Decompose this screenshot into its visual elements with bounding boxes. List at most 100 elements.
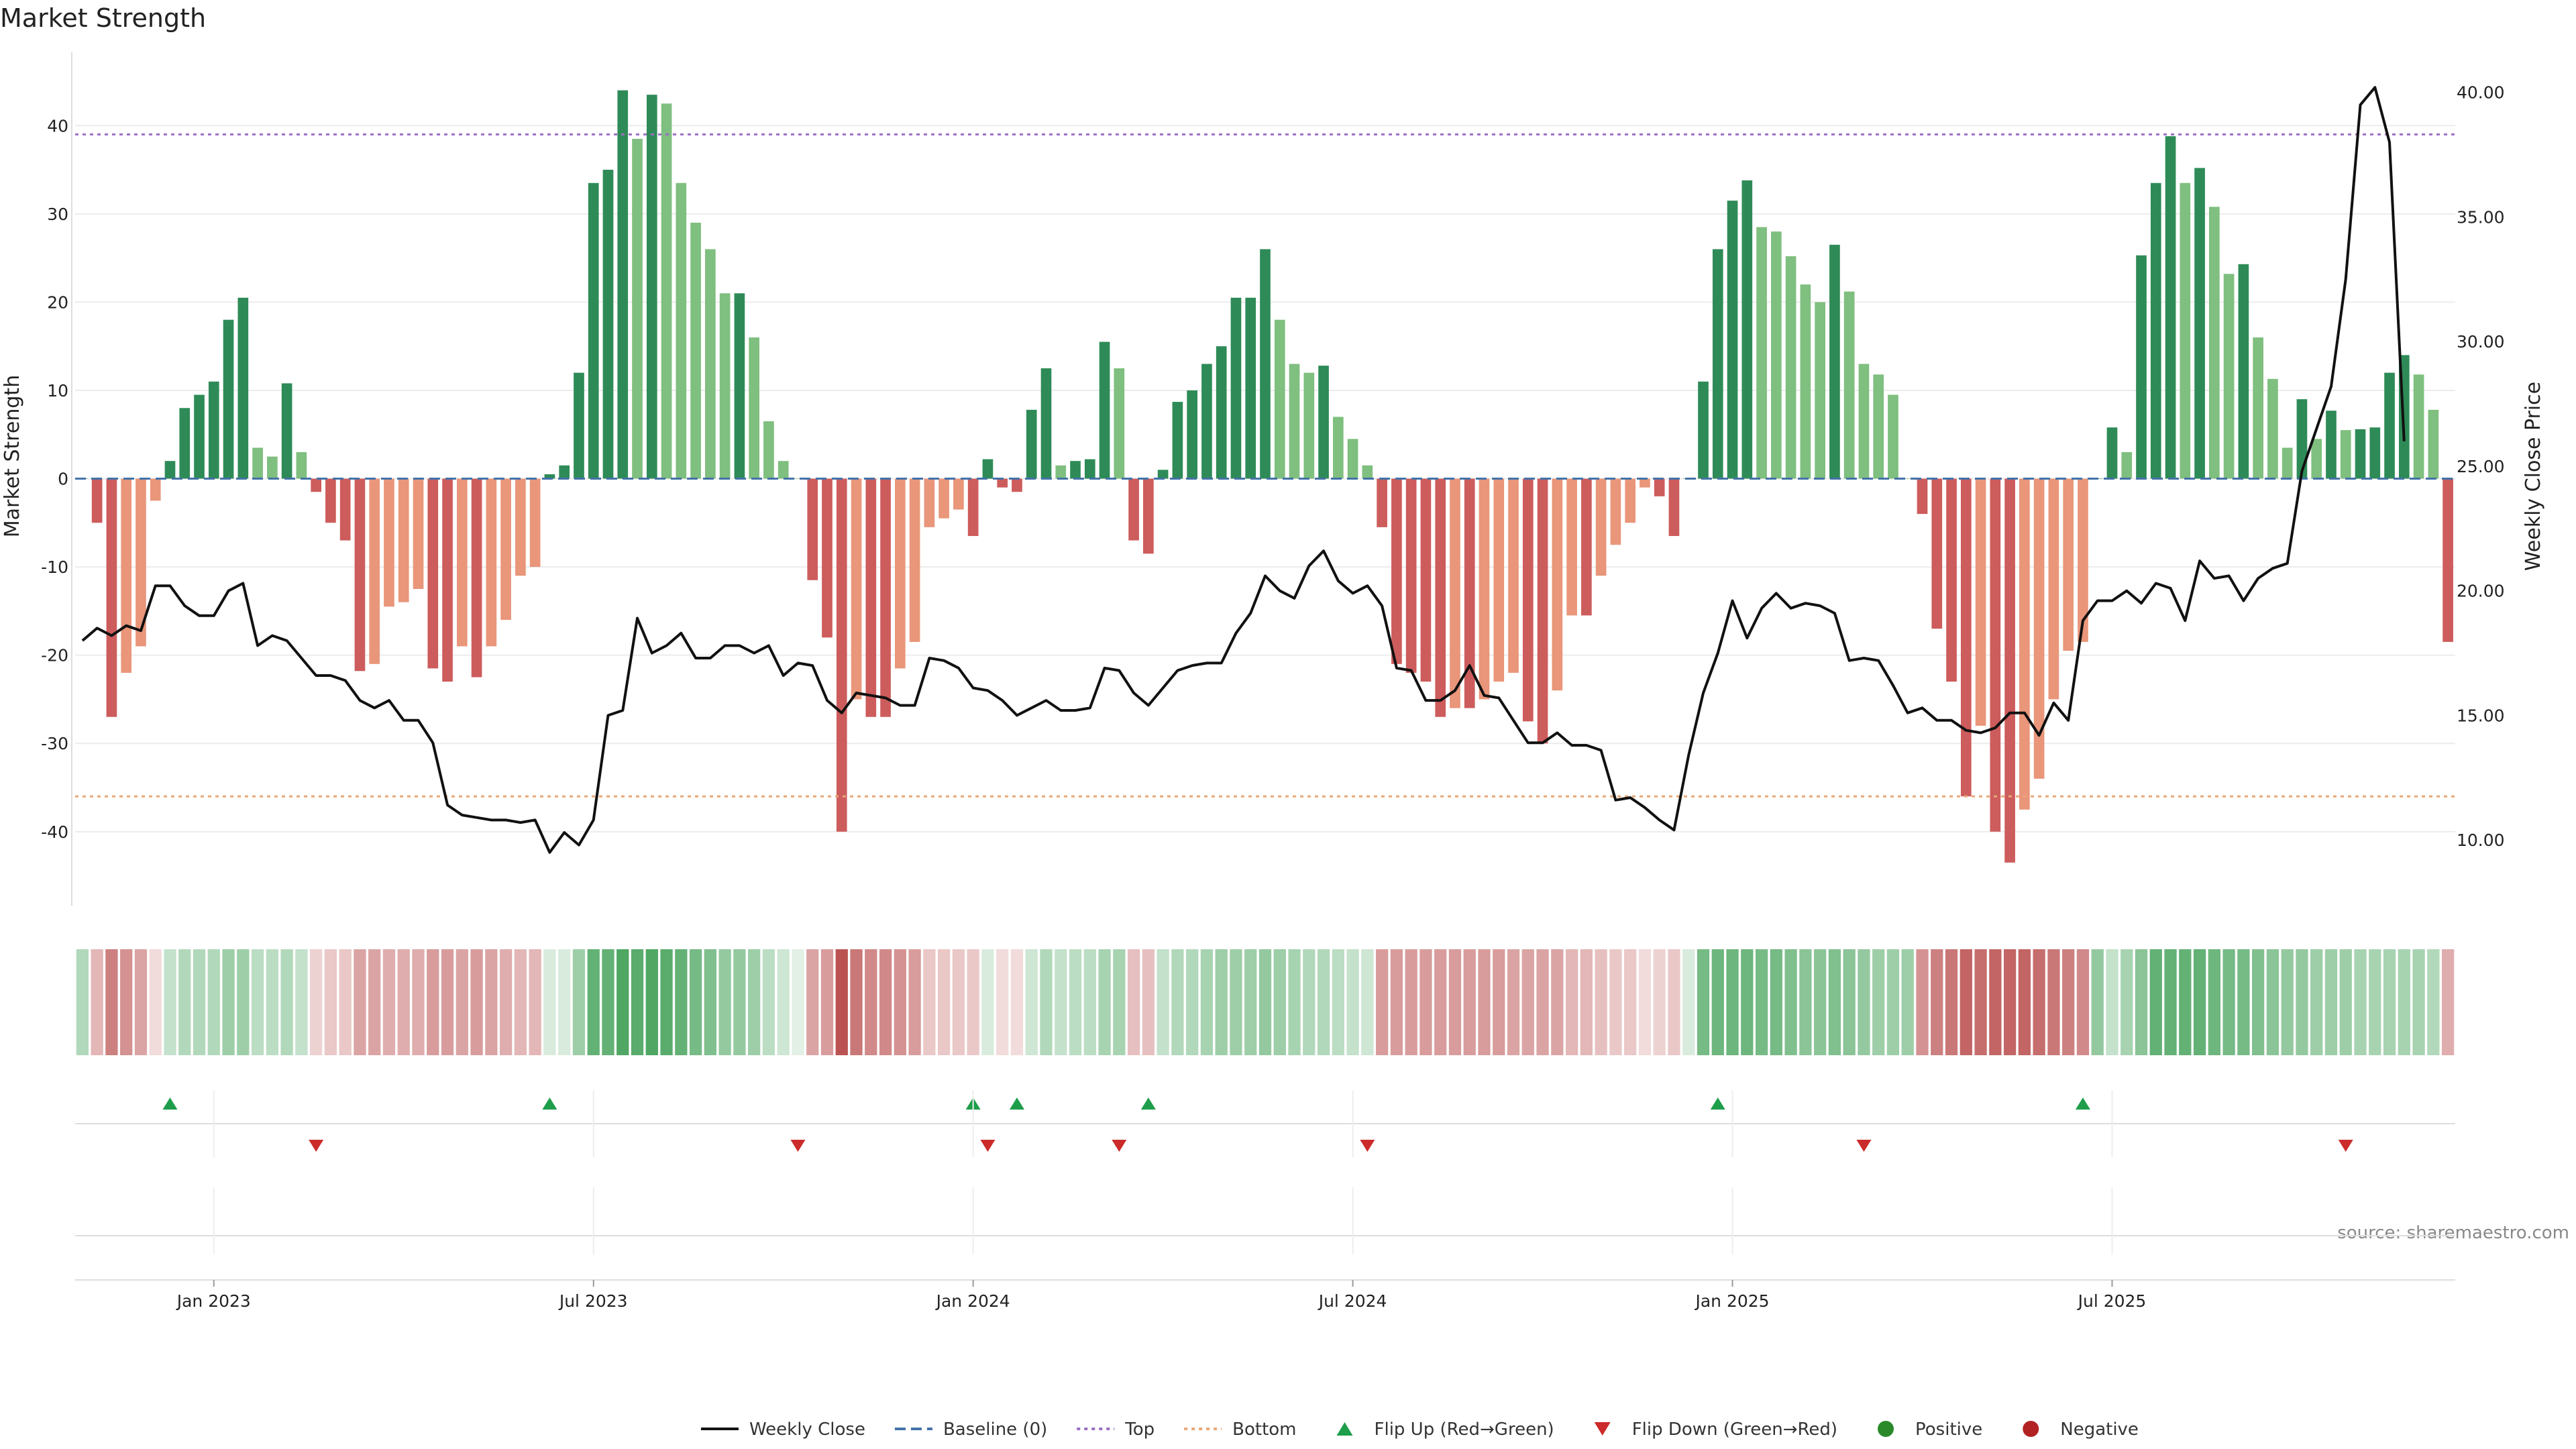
legend-label: Flip Down (Green→Red): [1632, 1419, 1837, 1440]
strength-bar: [2019, 478, 2030, 810]
strength-bar: [237, 297, 249, 479]
strength-bar: [267, 456, 278, 479]
strength-bar: [1450, 478, 1460, 708]
heat-cell: [1332, 949, 1344, 1055]
strength-bar: [427, 478, 439, 669]
heat-cell: [850, 949, 863, 1055]
strength-bar: [2106, 427, 2118, 479]
strength-bar: [588, 182, 599, 479]
strength-bar: [1187, 390, 1198, 479]
strength-bar: [1070, 461, 1081, 479]
heat-cell: [134, 949, 148, 1055]
legend-label: Top: [1124, 1419, 1155, 1440]
heat-cell: [1346, 949, 1359, 1055]
strength-bar: [544, 474, 555, 479]
legend-label: Weekly Close: [749, 1419, 865, 1440]
heat-cell: [792, 949, 804, 1055]
strength-bar: [967, 478, 979, 537]
strength-bar: [384, 478, 394, 607]
heat-cell: [1521, 949, 1534, 1055]
strength-bar: [734, 293, 745, 479]
heat-cell: [1040, 949, 1053, 1055]
strength-bar: [719, 293, 731, 479]
strength-bar: [1143, 478, 1154, 554]
heat-cell: [1565, 949, 1578, 1055]
strength-bars: [77, 90, 2453, 863]
strength-bar: [909, 478, 920, 642]
legend-item: Baseline (0): [894, 1419, 1047, 1440]
heat-cell: [1273, 949, 1286, 1055]
heat-cell: [1974, 949, 1987, 1055]
heat-cell: [1244, 949, 1257, 1055]
heat-cell: [2252, 949, 2265, 1055]
legend-item: Flip Down (Green→Red): [1594, 1419, 1837, 1440]
legend-item: Flip Up (Red→Green): [1336, 1419, 1554, 1440]
heat-cell: [1843, 949, 1856, 1055]
heat-cell: [1258, 949, 1272, 1055]
strength-bar: [1318, 366, 1329, 479]
heat-cell: [908, 949, 921, 1055]
heat-cell: [1770, 949, 1782, 1055]
y2-tick-label: 15.00: [2457, 706, 2505, 725]
strength-bar: [705, 249, 716, 479]
heat-cell: [835, 949, 848, 1055]
strength-bar: [398, 478, 409, 602]
heat-cell: [1200, 949, 1214, 1055]
heat-cell: [2149, 949, 2162, 1055]
y2-tick-label: 10.00: [2457, 830, 2505, 850]
heat-cell: [354, 949, 366, 1055]
heat-cell: [1828, 949, 1841, 1055]
heat-cell: [1434, 949, 1447, 1055]
heat-cell: [1886, 949, 1900, 1055]
heat-cell: [1755, 949, 1768, 1055]
legend-item: Bottom: [1184, 1419, 1297, 1440]
strength-bar: [1289, 364, 1300, 479]
heat-cell: [2062, 949, 2075, 1055]
strength-bar: [1157, 470, 1169, 479]
strength-bar: [2033, 478, 2045, 779]
heat-cell: [149, 949, 162, 1055]
heat-cell: [952, 949, 965, 1055]
strength-bar: [1332, 417, 1344, 479]
strength-bar: [2136, 255, 2147, 479]
x-tick-label: Jul 2024: [1318, 1291, 1387, 1311]
heat-cell: [2266, 949, 2279, 1055]
strength-bar: [194, 394, 205, 479]
heat-cell: [1872, 949, 1885, 1055]
heat-cell: [251, 949, 264, 1055]
strength-bar: [486, 478, 497, 647]
strength-bar: [1902, 478, 1913, 479]
heat-cell: [412, 949, 425, 1055]
heat-cell: [2106, 949, 2118, 1055]
strength-bar: [1362, 465, 1373, 479]
heat-cell: [2383, 949, 2396, 1055]
strength-bar: [1479, 478, 1490, 700]
strength-bar: [2355, 429, 2366, 479]
strength-bar: [938, 478, 949, 519]
strength-bar: [617, 90, 629, 479]
strength-bar: [1698, 381, 1709, 479]
heat-cell: [923, 949, 936, 1055]
flip-down-marker: [1856, 1140, 1872, 1152]
strength-bar: [2384, 372, 2395, 479]
heat-strip: [76, 949, 2455, 1055]
heat-cell: [193, 949, 206, 1055]
strength-bar: [1260, 249, 1271, 479]
strength-bar: [369, 478, 380, 664]
strength-bar: [602, 170, 614, 479]
heat-cell: [1098, 949, 1111, 1055]
heat-cell: [1171, 949, 1184, 1055]
strength-bar: [807, 478, 818, 580]
flip-down-marker: [2338, 1140, 2353, 1152]
strength-bar: [1012, 478, 1022, 492]
heat-cell: [1551, 949, 1564, 1055]
heat-cell: [1215, 949, 1228, 1055]
strength-bar: [1800, 284, 1811, 479]
heat-cell: [2222, 949, 2235, 1055]
heat-cell: [266, 949, 278, 1055]
heat-cell: [2339, 949, 2352, 1055]
legend-label: Baseline (0): [943, 1419, 1047, 1440]
flip-up-marker: [1710, 1097, 1725, 1110]
heat-cell: [1507, 949, 1520, 1055]
